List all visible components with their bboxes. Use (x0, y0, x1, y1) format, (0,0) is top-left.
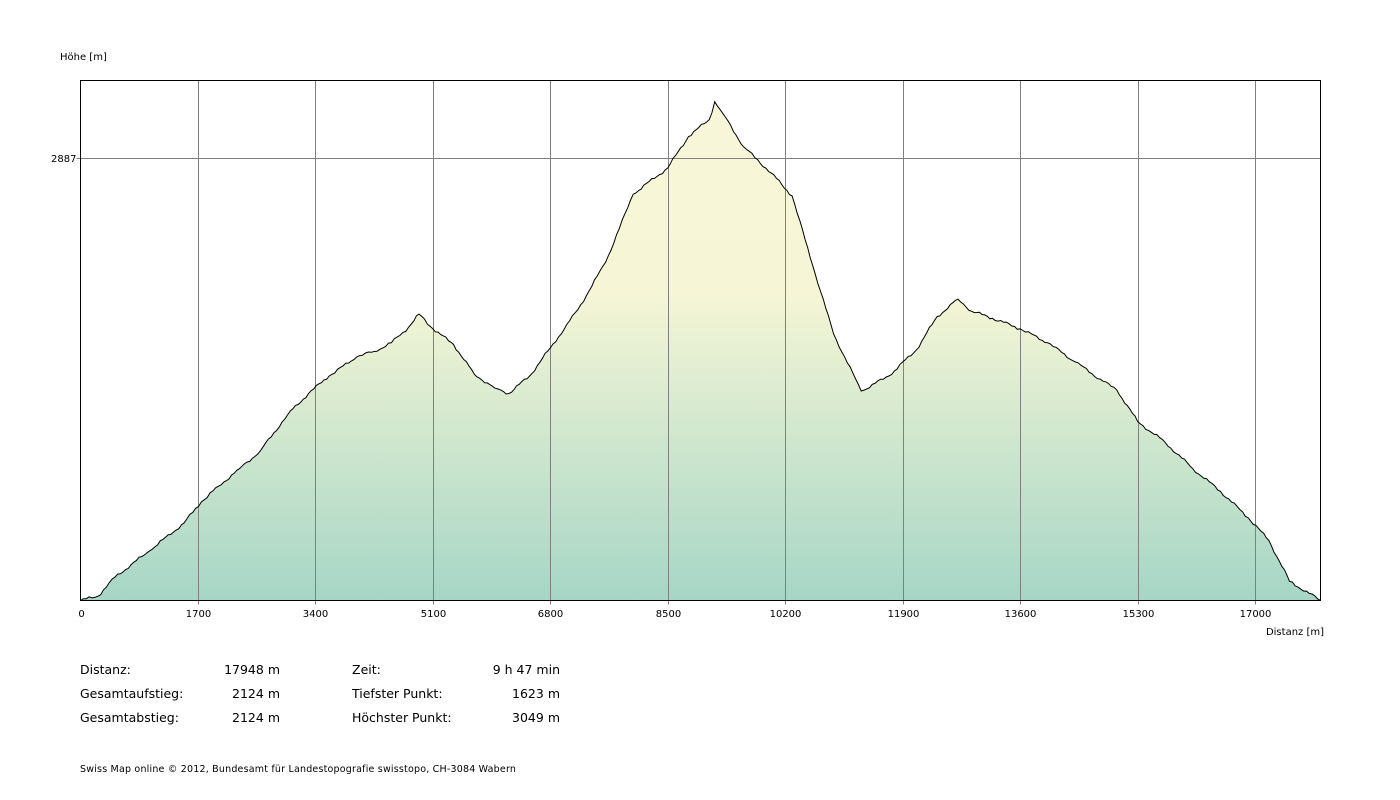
x-tick-label: 1700 (186, 609, 211, 620)
stats-right-column: Zeit: 9 h 47 min Tiefster Punkt: 1623 m … (352, 658, 560, 730)
x-tick-label: 15300 (1123, 609, 1155, 620)
x-tick-label: 5100 (421, 609, 446, 620)
stat-row-ascent: Gesamtaufstieg: 2124 m (80, 682, 280, 706)
x-tick-label: 10200 (770, 609, 802, 620)
x-tick-label: 8500 (656, 609, 681, 620)
stat-label: Gesamtaufstieg: (80, 686, 184, 701)
elevation-area (80, 101, 1321, 601)
x-tick-label: 13600 (1005, 609, 1037, 620)
grid-lines (76, 80, 1321, 605)
stats-left-column: Distanz: 17948 m Gesamtaufstieg: 2124 m … (80, 658, 280, 730)
elevation-profile-chart: 0 1700 3400 5100 6800 8500 10200 11900 13600 1530… (51, 52, 1324, 638)
stat-label: Distanz: (80, 662, 131, 677)
x-tick-label: 3400 (303, 609, 328, 620)
copyright-footer: Swiss Map online © 2012, Bundesamt für L… (80, 764, 517, 775)
stat-label: Tiefster Punkt: (352, 686, 443, 701)
x-tick-labels: 0 1700 3400 5100 6800 8500 10200 11900 13600 1530… (78, 609, 1271, 620)
stat-row-lowest-point: Tiefster Punkt: 1623 m (352, 682, 560, 706)
stat-value: 2124 m (232, 686, 280, 701)
stat-row-descent: Gesamtabstieg: 2124 m (80, 706, 280, 730)
elevation-profile-line (80, 100, 1321, 601)
stat-label: Zeit: (352, 662, 381, 677)
stat-value: 9 h 47 min (492, 662, 560, 677)
stat-label: Gesamtabstieg: (80, 710, 179, 725)
stat-value: 3049 m (512, 710, 560, 725)
x-tick-label: 0 (78, 609, 84, 620)
stat-label: Höchster Punkt: (352, 710, 452, 725)
y-tick-labels: 2887 (51, 154, 76, 165)
stat-value: 1623 m (512, 686, 560, 701)
stat-value: 2124 m (232, 710, 280, 725)
x-tick-label: 11900 (888, 609, 920, 620)
y-axis-label: Höhe [m] (60, 52, 107, 63)
stat-value: 17948 m (224, 662, 280, 677)
plot-frame (80, 80, 1321, 601)
x-tick-label: 17000 (1240, 609, 1272, 620)
x-axis-label: Distanz [m] (1266, 627, 1324, 638)
stat-row-distance: Distanz: 17948 m (80, 658, 280, 682)
y-tick-label: 2887 (51, 154, 76, 165)
x-tick-label: 6800 (538, 609, 563, 620)
stat-row-highest-point: Höchster Punkt: 3049 m (352, 706, 560, 730)
stat-row-time: Zeit: 9 h 47 min (352, 658, 560, 682)
